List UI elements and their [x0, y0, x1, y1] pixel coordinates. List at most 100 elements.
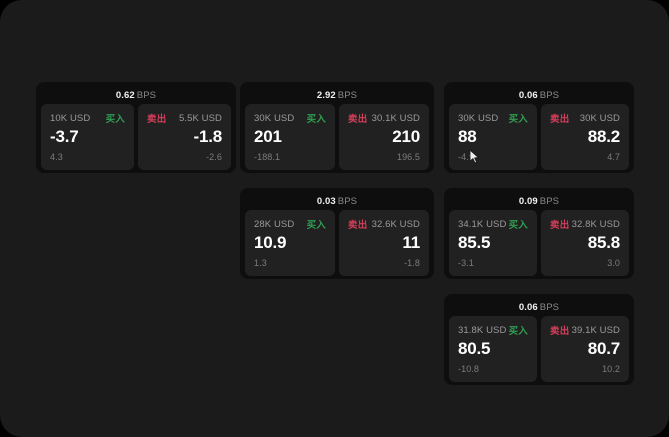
buy-tag: 买入 — [508, 326, 528, 337]
quote-card[interactable]: 0.03 BPS 28K USD 买入 10.9 1.3 卖出 32.6K USD 11 -1.8 — [240, 188, 434, 279]
bps-value: 0.62 — [115, 90, 135, 101]
quote-card-grid: 0.62 BPS 10K USD 买入 -3.7 4.3 卖出 5.5K USD -1.8 -2.… — [36, 82, 634, 388]
sell-panel-top: 卖出 32.8K USD — [550, 218, 620, 232]
quote-card[interactable]: 0.62 BPS 10K USD 买入 -3.7 4.3 卖出 5.5K USD -1.8 -2.… — [36, 82, 236, 173]
card-header: 0.03 BPS — [245, 193, 429, 210]
sell-panel-top: 卖出 30K USD — [550, 112, 620, 126]
sell-panel-top: 卖出 32.6K USD — [348, 218, 420, 232]
bps-unit: BPS — [539, 302, 560, 313]
sell-price: 85.8 — [587, 233, 620, 252]
sell-delta: 196.5 — [396, 152, 420, 162]
buy-panel[interactable]: 28K USD 买入 10.9 1.3 — [245, 210, 335, 276]
card-body: 28K USD 买入 10.9 1.3 卖出 32.6K USD 11 -1.8 — [245, 210, 429, 276]
sell-tag: 卖出 — [550, 114, 570, 125]
buy-panel-top: 30K USD 买入 — [458, 112, 528, 126]
bps-unit: BPS — [539, 196, 560, 207]
sell-tag: 卖出 — [550, 326, 570, 337]
card-body: 31.8K USD 买入 80.5 -10.8 卖出 39.1K USD 80.7 10.2 — [449, 316, 629, 382]
card-header: 0.62 BPS — [41, 87, 231, 104]
sell-size-label: 32.6K USD — [371, 218, 420, 230]
buy-price: 10.9 — [254, 233, 287, 252]
buy-delta: -4.9 — [458, 152, 474, 162]
sell-panel[interactable]: 卖出 32.6K USD 11 -1.8 — [339, 210, 429, 276]
buy-panel[interactable]: 30K USD 买入 201 -188.1 — [245, 104, 335, 170]
sell-tag: 卖出 — [147, 114, 167, 125]
buy-panel[interactable]: 30K USD 买入 88 -4.9 — [449, 104, 537, 170]
buy-tag: 买入 — [306, 114, 326, 125]
quote-card[interactable]: 0.09 BPS 34.1K USD 买入 85.5 -3.1 卖出 32.8K USD 85.… — [444, 188, 634, 279]
buy-panel[interactable]: 31.8K USD 买入 80.5 -10.8 — [449, 316, 537, 382]
buy-size-label: 34.1K USD — [458, 218, 507, 230]
bps-value: 0.03 — [316, 196, 336, 207]
sell-delta: 3.0 — [607, 258, 620, 268]
buy-price: 80.5 — [458, 339, 491, 358]
sell-panel[interactable]: 卖出 30K USD 88.2 4.7 — [541, 104, 629, 170]
bps-unit: BPS — [539, 90, 560, 101]
buy-panel-top: 31.8K USD 买入 — [458, 324, 528, 338]
buy-delta: 4.3 — [50, 152, 63, 162]
card-body: 34.1K USD 买入 85.5 -3.1 卖出 32.8K USD 85.8 3.0 — [449, 210, 629, 276]
buy-panel-top: 34.1K USD 买入 — [458, 218, 528, 232]
buy-panel-top: 10K USD 买入 — [50, 112, 125, 126]
bps-value: 2.92 — [316, 90, 336, 101]
sell-panel-top: 卖出 5.5K USD — [147, 112, 222, 126]
card-body: 30K USD 买入 88 -4.9 卖出 30K USD 88.2 4.7 — [449, 104, 629, 170]
buy-tag: 买入 — [306, 220, 326, 231]
sell-panel[interactable]: 卖出 32.8K USD 85.8 3.0 — [541, 210, 629, 276]
sell-panel[interactable]: 卖出 30.1K USD 210 196.5 — [339, 104, 429, 170]
bps-value: 0.06 — [518, 302, 538, 313]
sell-price: 11 — [402, 233, 420, 252]
buy-price: 201 — [254, 127, 282, 146]
buy-size-label: 30K USD — [458, 112, 499, 124]
sell-delta: 4.7 — [607, 152, 620, 162]
sell-tag: 卖出 — [348, 220, 368, 231]
buy-size-label: 30K USD — [254, 112, 295, 124]
bps-unit: BPS — [337, 196, 358, 207]
buy-delta: -188.1 — [254, 152, 281, 162]
sell-size-label: 30K USD — [579, 112, 620, 124]
quote-card[interactable]: 2.92 BPS 30K USD 买入 201 -188.1 卖出 30.1K USD 210 1… — [240, 82, 434, 173]
buy-price: -3.7 — [50, 127, 79, 146]
sell-tag: 卖出 — [348, 114, 368, 125]
buy-panel-top: 30K USD 买入 — [254, 112, 326, 126]
sell-price: 88.2 — [587, 127, 620, 146]
buy-size-label: 10K USD — [50, 112, 91, 124]
card-header: 2.92 BPS — [245, 87, 429, 104]
bps-value: 0.06 — [518, 90, 538, 101]
card-body: 10K USD 买入 -3.7 4.3 卖出 5.5K USD -1.8 -2.6 — [41, 104, 231, 170]
buy-price: 85.5 — [458, 233, 491, 252]
sell-price: 210 — [392, 127, 420, 146]
buy-size-label: 31.8K USD — [458, 324, 507, 336]
card-header: 0.06 BPS — [449, 299, 629, 316]
sell-size-label: 5.5K USD — [178, 112, 222, 124]
bps-unit: BPS — [337, 90, 358, 101]
sell-size-label: 32.8K USD — [571, 218, 620, 230]
bps-value: 0.09 — [518, 196, 538, 207]
sell-tag: 卖出 — [550, 220, 570, 231]
sell-delta: -1.8 — [404, 258, 420, 268]
sell-panel-top: 卖出 39.1K USD — [550, 324, 620, 338]
sell-panel-top: 卖出 30.1K USD — [348, 112, 420, 126]
bps-unit: BPS — [136, 90, 157, 101]
sell-size-label: 39.1K USD — [571, 324, 620, 336]
card-header: 0.06 BPS — [449, 87, 629, 104]
buy-tag: 买入 — [508, 114, 528, 125]
quote-card[interactable]: 0.06 BPS 31.8K USD 买入 80.5 -10.8 卖出 39.1K USD 80… — [444, 294, 634, 385]
sell-delta: 10.2 — [602, 364, 620, 374]
buy-size-label: 28K USD — [254, 218, 295, 230]
sell-panel[interactable]: 卖出 5.5K USD -1.8 -2.6 — [138, 104, 231, 170]
buy-panel-top: 28K USD 买入 — [254, 218, 326, 232]
card-body: 30K USD 买入 201 -188.1 卖出 30.1K USD 210 196.5 — [245, 104, 429, 170]
buy-panel[interactable]: 34.1K USD 买入 85.5 -3.1 — [449, 210, 537, 276]
buy-price: 88 — [458, 127, 477, 146]
sell-panel[interactable]: 卖出 39.1K USD 80.7 10.2 — [541, 316, 629, 382]
buy-panel[interactable]: 10K USD 买入 -3.7 4.3 — [41, 104, 134, 170]
quote-card[interactable]: 0.06 BPS 30K USD 买入 88 -4.9 卖出 30K USD 88.2 4.7 — [444, 82, 634, 173]
sell-price: -1.8 — [193, 127, 223, 146]
buy-tag: 买入 — [105, 114, 125, 125]
buy-delta: -10.8 — [458, 364, 480, 374]
buy-delta: 1.3 — [254, 258, 267, 268]
sell-size-label: 30.1K USD — [371, 112, 420, 124]
card-header: 0.09 BPS — [449, 193, 629, 210]
